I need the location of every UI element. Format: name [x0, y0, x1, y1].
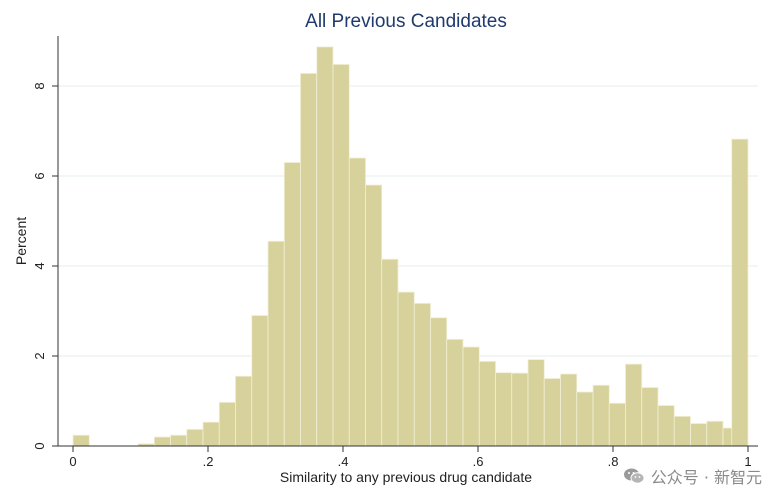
histogram-bar-36	[706, 420, 724, 447]
watermark-text: 公众号 · 新智元	[650, 468, 762, 487]
histogram-bar-10	[283, 162, 301, 447]
histogram-bar-35	[690, 423, 708, 447]
histogram-bar-12	[316, 46, 334, 447]
histogram-bar-20	[446, 338, 464, 447]
histogram-bar-26	[543, 378, 561, 447]
histogram-bar-6	[218, 401, 236, 447]
histogram-bar-15	[365, 184, 383, 447]
histogram-bar-38	[731, 138, 749, 447]
histogram-bar-23	[495, 372, 513, 447]
histogram-bar-29	[592, 384, 610, 447]
histogram-bar-11	[300, 73, 318, 447]
x-ticks: 0 .2 .4 .6 .8 1	[69, 446, 752, 469]
histogram-bar-7	[235, 375, 253, 447]
bars	[72, 46, 749, 447]
x-tick-label-4: .8	[608, 454, 619, 469]
y-tick-label-4: 8	[32, 82, 47, 89]
chart-title: All Previous Candidates	[305, 11, 507, 32]
histogram-bar-28	[576, 391, 594, 447]
histogram-bar-17	[397, 291, 415, 447]
histogram-bar-30	[608, 402, 626, 447]
histogram-bar-34	[673, 415, 691, 447]
y-tick-label-1: 2	[32, 352, 47, 359]
histogram-bar-4	[186, 428, 204, 447]
histogram-bar-32	[641, 387, 659, 447]
x-tick-label-2: .4	[338, 454, 349, 469]
histogram-bar-21	[462, 346, 480, 447]
wechat-icon	[623, 468, 645, 484]
histogram-bar-0	[72, 434, 90, 447]
histogram-bar-22	[478, 360, 496, 447]
x-axis-title: Similarity to any previous drug candidat…	[280, 469, 532, 485]
histogram-bar-33	[657, 405, 675, 447]
histogram-bar-19	[430, 317, 448, 447]
histogram-bar-27	[560, 373, 578, 447]
histogram-bar-13	[332, 64, 350, 447]
histogram-bar-14	[348, 157, 366, 447]
y-tick-label-3: 6	[32, 172, 47, 179]
histogram-bar-8	[251, 315, 269, 447]
histogram-bar-31	[625, 363, 643, 447]
x-tick-label-3: .6	[473, 454, 484, 469]
histogram-bar-18	[413, 302, 431, 447]
x-tick-label-1: .2	[203, 454, 214, 469]
histogram-bar-2	[153, 436, 171, 447]
x-tick-label-5: 1	[744, 454, 751, 469]
y-ticks: 0 2 4 6 8	[32, 82, 58, 450]
y-tick-label-0: 0	[32, 442, 47, 449]
histogram-bar-16	[381, 258, 399, 447]
histogram-bar-9	[267, 240, 285, 447]
histogram-bar-25	[527, 359, 545, 447]
x-tick-label-0: 0	[69, 454, 76, 469]
axes	[57, 36, 758, 447]
y-tick-label-2: 4	[32, 262, 47, 269]
y-axis-title: Percent	[13, 217, 29, 265]
histogram-bar-5	[202, 421, 220, 447]
histogram-bar-3	[170, 434, 188, 447]
watermark: 公众号 · 新智元	[623, 464, 762, 488]
histogram-bar-24	[511, 372, 529, 447]
